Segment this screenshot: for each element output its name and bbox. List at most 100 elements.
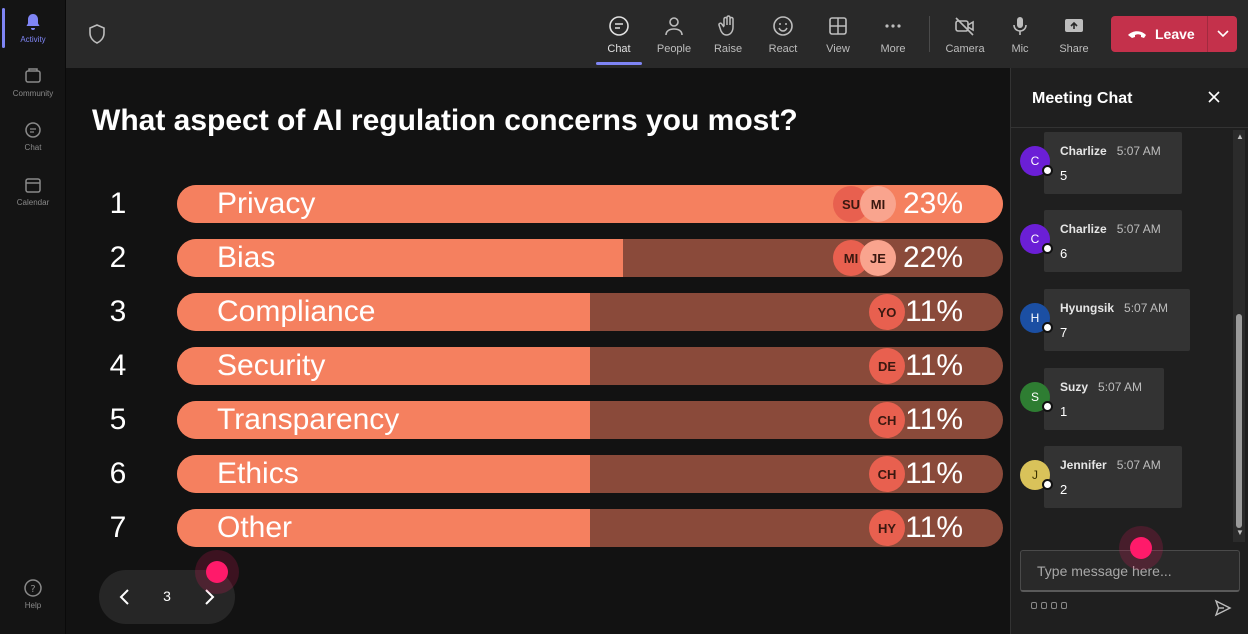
- option-number: 6: [109, 457, 127, 490]
- poll-option-row: 3 Compliance YO 11%: [66, 293, 1010, 331]
- voter-avatar: CH: [869, 456, 905, 492]
- chat-scroll-thumb[interactable]: [1236, 314, 1242, 528]
- gif-icon[interactable]: [1061, 602, 1067, 609]
- option-percent: 11%: [905, 457, 963, 490]
- option-number: 3: [109, 295, 127, 328]
- message-text: 7: [1060, 325, 1068, 340]
- rail-label-chat: Chat: [24, 143, 42, 152]
- close-icon[interactable]: [1207, 90, 1221, 104]
- raise-button-label: Raise: [713, 43, 743, 55]
- rail-item-calendar[interactable]: Calendar: [0, 175, 66, 207]
- option-label: Bias: [217, 241, 276, 274]
- hang-up-icon: [1128, 31, 1146, 38]
- react-button[interactable]: React: [759, 10, 807, 62]
- message-author: Suzy: [1060, 380, 1089, 394]
- rail-label-calendar: Calendar: [16, 198, 50, 207]
- option-bar-fill: [177, 401, 590, 439]
- option-bar-fill: [177, 347, 590, 385]
- people-button[interactable]: People: [650, 10, 698, 62]
- option-percent: 22%: [902, 241, 963, 274]
- option-bar-fill: [177, 239, 624, 277]
- chevron-down-icon: [1216, 30, 1229, 38]
- raise-hand-button[interactable]: Raise: [704, 10, 752, 62]
- chat-header: Meeting Chat: [1011, 68, 1248, 128]
- scroll-up-arrow-icon[interactable]: ▲: [1236, 132, 1244, 141]
- message-author: Charlize: [1060, 222, 1107, 236]
- camera-button[interactable]: Camera: [941, 10, 989, 62]
- people-icon: [665, 17, 683, 36]
- chat-button[interactable]: Chat: [595, 10, 643, 62]
- chevron-right-icon[interactable]: [199, 585, 219, 609]
- react-button-label: React: [768, 43, 798, 55]
- mic-button[interactable]: Mic: [996, 10, 1044, 62]
- message-bubble: Charlize 5:07 AM 5: [1044, 132, 1182, 194]
- view-button[interactable]: View: [814, 10, 862, 62]
- option-bar: Ethics CH 11%: [177, 455, 1003, 493]
- chat-title: Meeting Chat: [1032, 90, 1133, 107]
- leave-options-chevron[interactable]: [1208, 27, 1237, 41]
- option-number: 4: [109, 349, 127, 382]
- more-button[interactable]: More: [869, 10, 917, 62]
- grid-view-icon: [829, 17, 847, 35]
- attach-icon[interactable]: [1041, 602, 1047, 609]
- option-bar-fill: [177, 293, 590, 331]
- poll-question: What aspect of AI regulation concerns yo…: [92, 104, 798, 137]
- option-label: Privacy: [217, 187, 316, 220]
- meeting-toolbar: Chat People Raise React View More Camera…: [66, 0, 1248, 68]
- click-indicator: [1119, 526, 1163, 570]
- leave-main[interactable]: Leave: [1111, 26, 1207, 42]
- voter-avatar: MI: [860, 186, 896, 222]
- chat-message: Charlize 5:07 AM 5 C: [1020, 132, 1190, 194]
- format-toolbar: [1031, 602, 1067, 609]
- calendar-icon: [25, 178, 41, 193]
- poll-option-row: 2 Bias MI JE 22%: [66, 239, 1010, 277]
- voter-avatar: JE: [860, 240, 896, 276]
- presence-status-icon: [1042, 322, 1053, 333]
- message-text: 6: [1060, 246, 1068, 261]
- svg-text:?: ?: [30, 584, 35, 595]
- rail-label-activity: Activity: [20, 35, 46, 44]
- voter-avatar: YO: [869, 294, 905, 330]
- rail-item-activity[interactable]: Activity: [0, 12, 66, 44]
- send-icon[interactable]: [1214, 599, 1232, 617]
- option-bar: Security DE 11%: [177, 347, 1003, 385]
- chevron-left-icon[interactable]: [115, 585, 135, 609]
- camera-off-icon: [955, 17, 974, 36]
- message-author: Charlize: [1060, 144, 1107, 158]
- rail-item-chat[interactable]: Chat: [0, 120, 66, 152]
- view-button-label: View: [826, 43, 850, 55]
- message-author: Hyungsik: [1060, 301, 1115, 315]
- leave-button[interactable]: Leave: [1111, 16, 1237, 52]
- share-button-label: Share: [1059, 43, 1089, 55]
- option-label: Transparency: [217, 403, 400, 436]
- presence-status-icon: [1042, 243, 1053, 254]
- option-bar: Transparency CH 11%: [177, 401, 1003, 439]
- format-icon[interactable]: [1031, 602, 1037, 609]
- option-percent: 11%: [905, 349, 963, 382]
- rail-item-help[interactable]: ? Help: [0, 578, 66, 610]
- chat-bubble-icon: [609, 16, 629, 36]
- option-bar-fill: [177, 509, 590, 547]
- share-button[interactable]: Share: [1050, 10, 1098, 62]
- rail-item-community[interactable]: Community: [0, 66, 66, 98]
- share-screen-icon: [1065, 19, 1083, 32]
- option-bar: Bias MI JE 22%: [177, 239, 1003, 277]
- chat-message: Hyungsik 5:07 AM 7 H: [1020, 289, 1190, 351]
- option-percent: 23%: [902, 187, 963, 220]
- leave-label: Leave: [1155, 26, 1195, 42]
- emoji-icon[interactable]: [1051, 602, 1057, 609]
- message-time: 5:07 AM: [1098, 380, 1143, 394]
- option-number: 2: [109, 241, 127, 274]
- bell-icon: [26, 14, 40, 30]
- message-text: 1: [1060, 404, 1068, 419]
- voter-avatar: HY: [869, 510, 905, 546]
- shield-icon[interactable]: [88, 24, 106, 44]
- poll-option-row: 7 Other HY 11%: [66, 509, 1010, 547]
- scroll-down-arrow-icon[interactable]: ▼: [1236, 528, 1244, 537]
- option-percent: 11%: [905, 511, 963, 544]
- rail-label-help: Help: [24, 601, 42, 610]
- more-dots-icon: [885, 24, 901, 28]
- option-label: Ethics: [217, 457, 299, 490]
- mic-button-label: Mic: [1011, 43, 1029, 55]
- option-bar: Compliance YO 11%: [177, 293, 1003, 331]
